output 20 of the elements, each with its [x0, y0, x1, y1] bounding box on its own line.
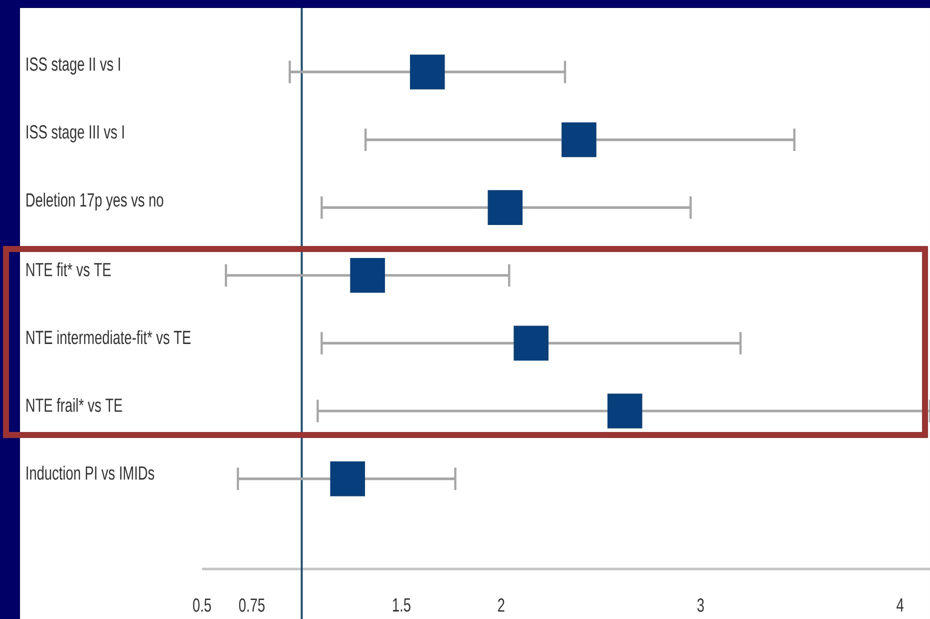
point — [350, 258, 385, 293]
y-tick-label: Induction PI vs IMIDs — [26, 466, 154, 480]
x-tick-label: 4 — [896, 598, 904, 612]
point — [514, 326, 549, 361]
point — [488, 190, 523, 225]
y-tick-label: ISS stage II vs I — [26, 57, 120, 75]
y-tick-label: ISS stage III vs I — [26, 125, 124, 142]
x-tick-label: 0.5 — [193, 598, 211, 612]
x-tick-label: 1.5 — [392, 598, 410, 612]
point — [562, 122, 596, 158]
y-tick-label: Deletion 17p yes vs no — [26, 192, 164, 210]
y-tick-label: NTE frail* vs TE — [26, 398, 122, 412]
x-tick-label: 2 — [498, 598, 504, 612]
y-tick-label: NTE fit* vs TE — [26, 262, 111, 276]
x-tick-label: 0.75 — [239, 598, 265, 612]
point — [607, 394, 642, 428]
point — [410, 54, 445, 90]
x-tick-label: 3 — [697, 598, 704, 612]
point — [330, 461, 366, 496]
y-tick-label: NTE intermediate-fit* vs TE — [26, 330, 191, 344]
